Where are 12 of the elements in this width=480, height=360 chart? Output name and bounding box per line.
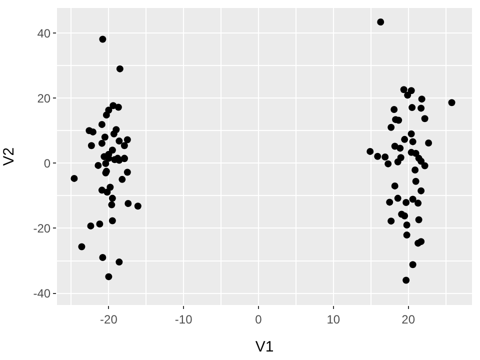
y-axis-title: V2	[0, 147, 18, 166]
y-tick-label: -20	[33, 221, 51, 236]
y-tick-label: 20	[37, 91, 51, 106]
x-axis-title: V1	[255, 338, 274, 356]
y-tick-label: 0	[44, 156, 51, 170]
x-tick-label: 10	[326, 312, 340, 326]
x-tick-label: -10	[174, 312, 193, 326]
x-tick-label: 20	[402, 312, 416, 326]
x-tick-label: 0	[255, 312, 262, 326]
y-tick-label: -40	[33, 286, 51, 300]
y-tick-label: 40	[37, 26, 51, 40]
x-tick-label: -20	[100, 312, 118, 326]
